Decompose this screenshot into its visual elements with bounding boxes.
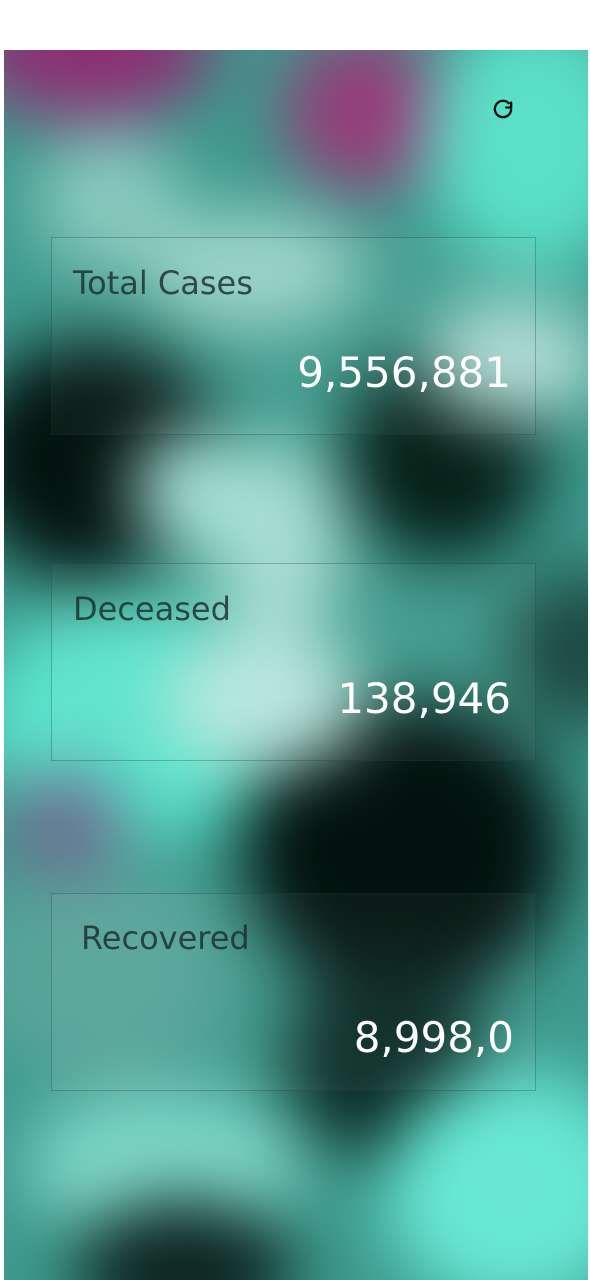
recovered-card: Recovered 8,998,0 [51, 893, 536, 1091]
deceased-card: Deceased 138,946 [51, 563, 536, 761]
recovered-value: 8,998,0 [353, 1013, 514, 1062]
stats-panel: Total Cases 9,556,881 Deceased 138,946 R… [4, 50, 588, 1280]
total-cases-value: 9,556,881 [297, 348, 511, 397]
refresh-button[interactable] [488, 94, 518, 124]
total-cases-label: Total Cases [73, 264, 253, 302]
refresh-icon [493, 99, 513, 119]
deceased-value: 138,946 [337, 674, 511, 723]
total-cases-card: Total Cases 9,556,881 [51, 237, 536, 435]
recovered-label: Recovered [81, 919, 250, 957]
blurred-background [4, 50, 588, 1280]
deceased-label: Deceased [73, 590, 231, 628]
